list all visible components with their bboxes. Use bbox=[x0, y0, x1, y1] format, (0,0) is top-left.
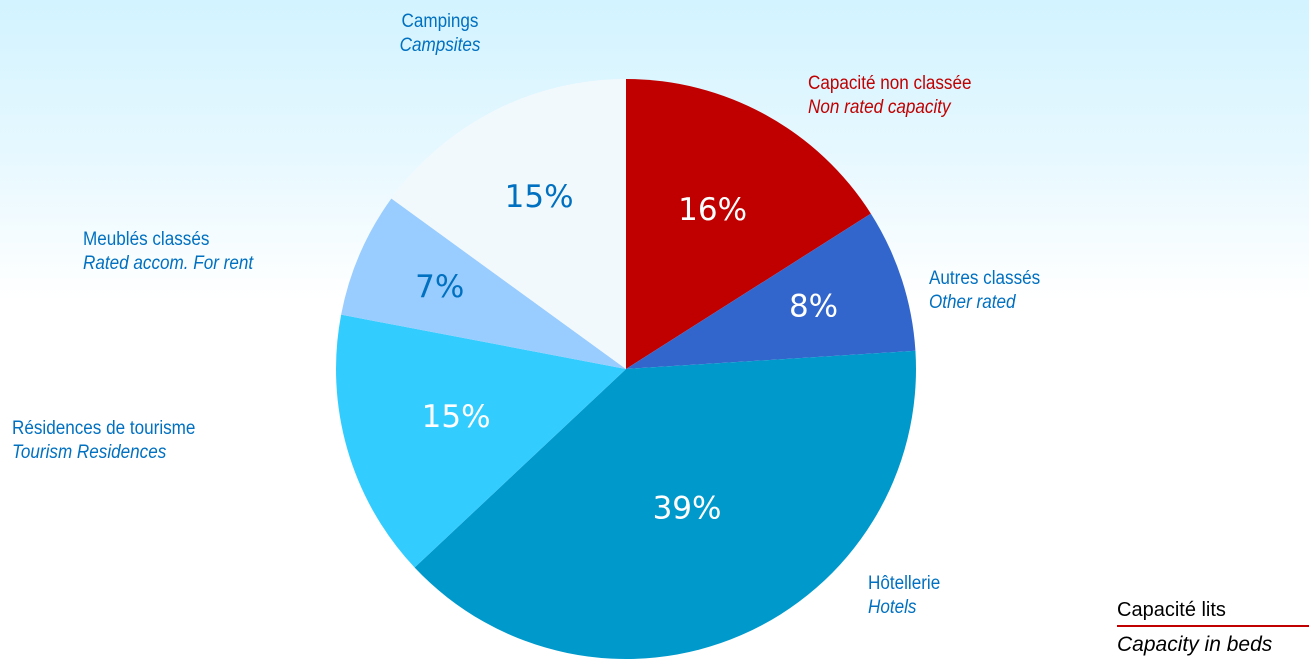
caption-subtitle: Capacity in beds bbox=[1117, 633, 1273, 656]
category-label: Capacité non classée Non rated capacity bbox=[808, 72, 972, 120]
pie-slice bbox=[626, 79, 871, 369]
category-label-fr: Autres classés bbox=[929, 268, 1041, 289]
category-label-en: Hotels bbox=[868, 597, 917, 618]
caption-title: Capacité lits bbox=[1117, 599, 1226, 621]
pie-slice bbox=[336, 314, 626, 568]
category-label-en: Rated accom. For rent bbox=[83, 253, 254, 274]
category-label-fr: Capacité non classée bbox=[808, 73, 972, 94]
pie-slice bbox=[626, 213, 916, 369]
category-label: Meublés classés Rated accom. For rent bbox=[83, 228, 253, 276]
category-label: Campings Campsites bbox=[386, 10, 494, 58]
pie-slice bbox=[341, 198, 626, 369]
pie-slice bbox=[414, 350, 916, 660]
slice-value-label: 15% bbox=[505, 179, 574, 215]
category-label: Autres classés Other rated bbox=[929, 267, 1040, 315]
category-label-fr: Meublés classés bbox=[83, 229, 210, 250]
caption: Capacité lits Capacity in beds bbox=[1117, 597, 1309, 656]
category-label: Hôtellerie Hotels bbox=[868, 572, 940, 620]
slice-value-label: 15% bbox=[422, 399, 491, 435]
category-label-en: Other rated bbox=[929, 292, 1016, 313]
pie-slice bbox=[391, 79, 626, 369]
category-label-fr: Hôtellerie bbox=[868, 573, 941, 594]
category-label-fr: Campings bbox=[401, 11, 479, 32]
caption-underline bbox=[1117, 625, 1309, 627]
category-label-en: Tourism Residences bbox=[12, 442, 167, 463]
slice-value-label: 39% bbox=[653, 491, 722, 527]
category-label-fr: Résidences de tourisme bbox=[12, 418, 196, 439]
slice-value-label: 7% bbox=[415, 269, 464, 305]
category-label-en: Campsites bbox=[399, 35, 481, 56]
slice-value-label: 8% bbox=[789, 289, 838, 325]
slice-value-label: 16% bbox=[678, 192, 747, 228]
category-label: Résidences de tourisme Tourism Residences bbox=[12, 417, 195, 465]
category-label-en: Non rated capacity bbox=[808, 97, 951, 118]
